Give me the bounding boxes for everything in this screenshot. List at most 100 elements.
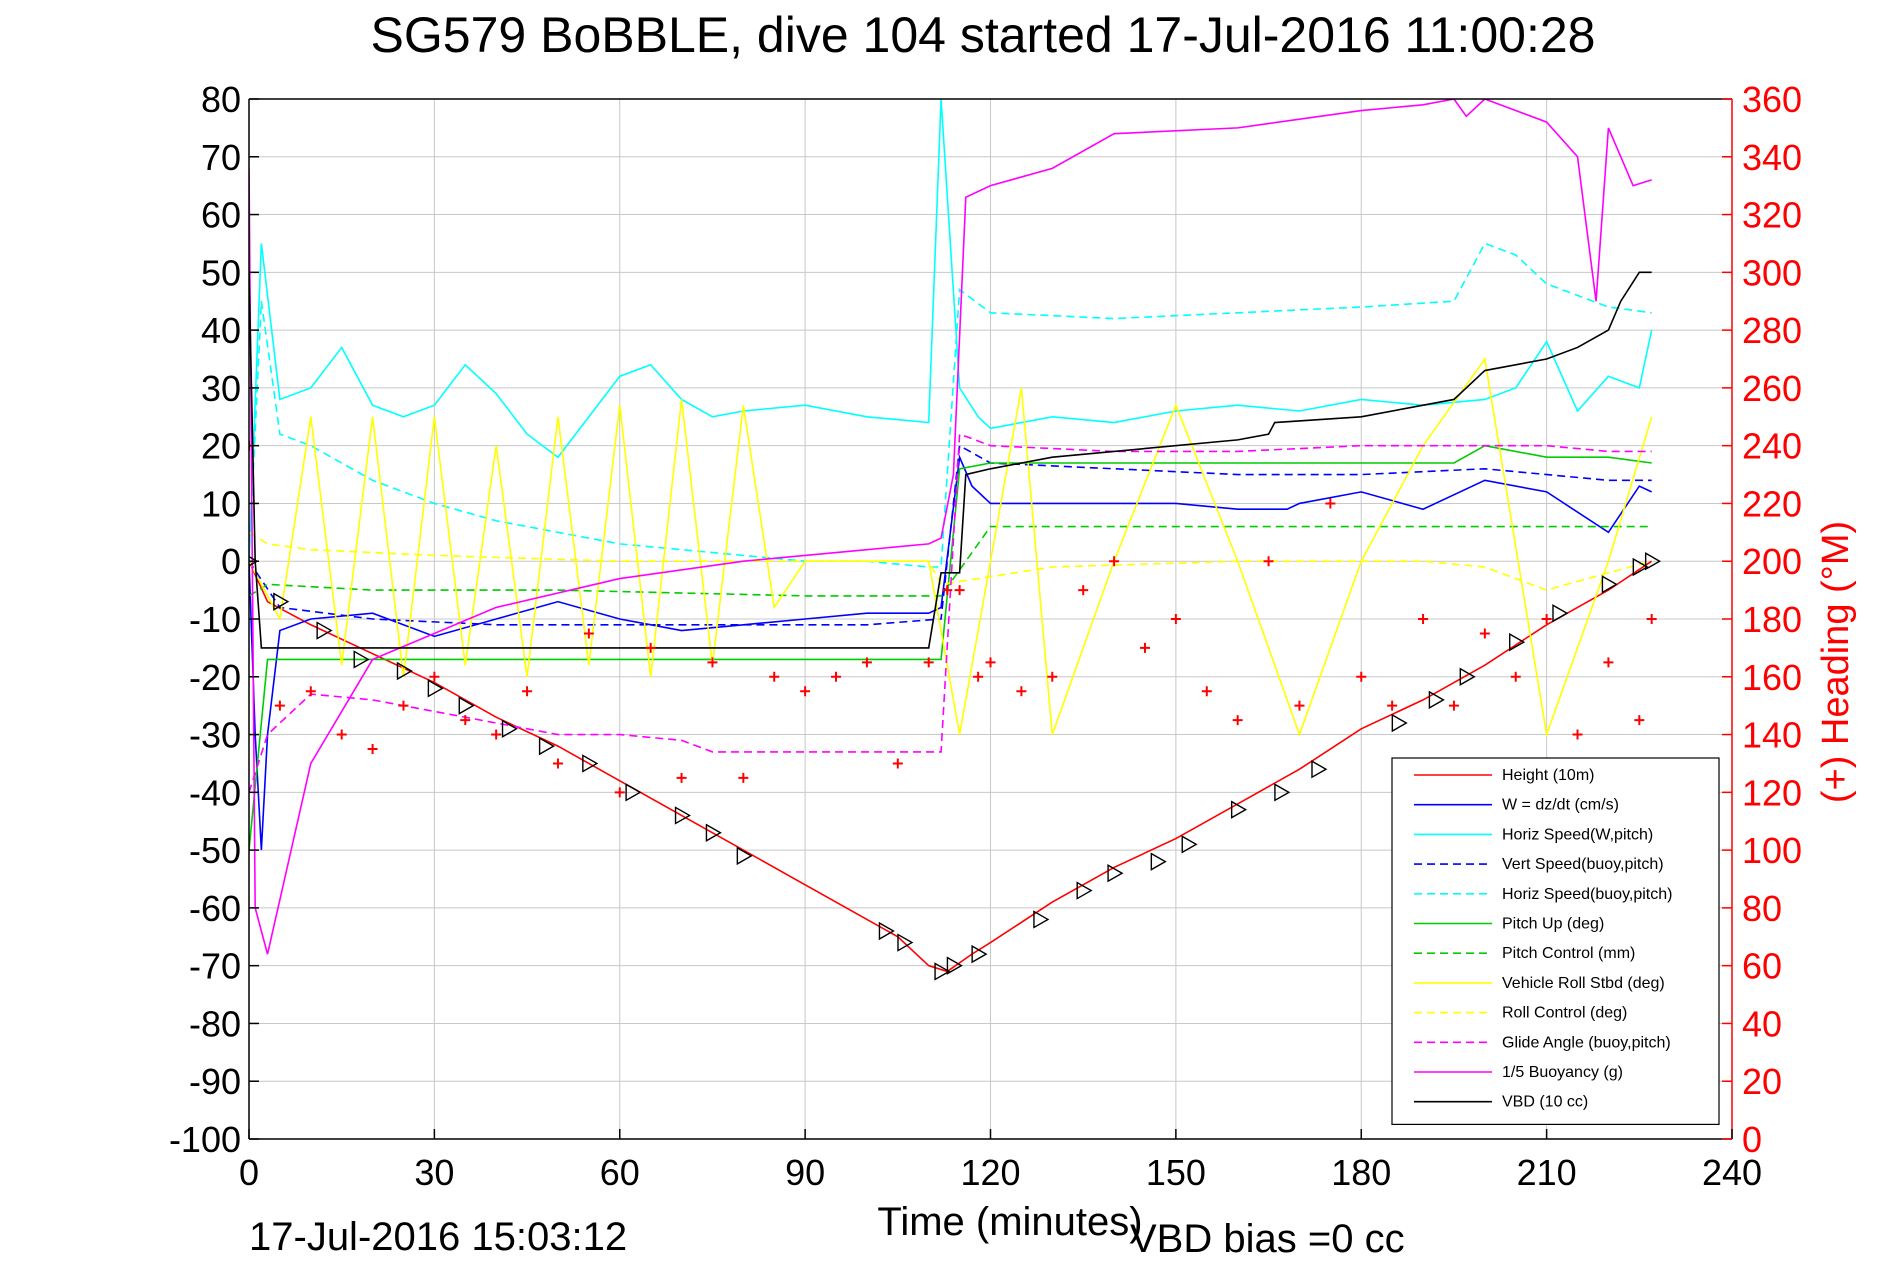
y-tick-label: 20 (201, 426, 241, 467)
y-tick-label: -90 (189, 1061, 241, 1102)
chart-title: SG579 BoBBLE, dive 104 started 17-Jul-20… (371, 7, 1596, 63)
right-y-tick-label: 240 (1742, 426, 1802, 467)
legend-entry-label: Height (10m) (1502, 767, 1594, 784)
height-marker (934, 962, 951, 981)
heading-marker (1201, 686, 1212, 697)
x-tick-label: 150 (1146, 1152, 1206, 1193)
heading-marker (336, 729, 347, 740)
heading-marker (1510, 671, 1521, 682)
heading-marker (1170, 614, 1181, 624)
heading-marker (769, 671, 780, 682)
right-y-tick-label: 320 (1742, 195, 1802, 236)
height-marker (1632, 557, 1649, 577)
right-y-tick-label: 180 (1742, 599, 1802, 640)
y-tick-label: -80 (189, 1003, 241, 1044)
right-y-tick-label: 260 (1742, 368, 1802, 409)
height-marker (674, 806, 691, 825)
right-y-tick-label: 80 (1742, 888, 1782, 929)
legend-entry-label: Glide Angle (buoy,pitch) (1502, 1034, 1671, 1051)
footer-timestamp: 17-Jul-2016 15:03:12 (249, 1215, 627, 1259)
legend-entry-label: 1/5 Buoyancy (g) (1502, 1064, 1623, 1081)
x-tick-label: 30 (414, 1152, 454, 1193)
right-y-tick-label: 20 (1742, 1061, 1782, 1102)
series-line (249, 271, 1652, 649)
height-marker (625, 783, 642, 802)
legend: Height (10m) W = dz/dt (cm/s) Horiz Speed(… (1391, 757, 1720, 1125)
heading-marker (1387, 700, 1398, 711)
height-marker (1391, 713, 1408, 733)
heading-marker (954, 585, 965, 596)
y-tick-label: -20 (189, 657, 241, 698)
heading-marker (1109, 556, 1120, 567)
y-tick-label: 0 (221, 541, 241, 582)
height-marker (396, 661, 413, 681)
y-tick-label: -40 (189, 772, 241, 813)
right-y-tick-label: 340 (1742, 137, 1802, 178)
heading-marker (460, 715, 471, 726)
y-tick-label: 80 (201, 79, 241, 120)
y-tick-label: 10 (201, 483, 241, 524)
heading-marker (1016, 686, 1027, 697)
legend-entry-label: W = dz/dt (cm/s) (1502, 797, 1619, 814)
heading-marker (1646, 614, 1657, 624)
heading-marker (398, 700, 409, 711)
height-marker (1428, 690, 1445, 710)
height-marker (1230, 800, 1248, 819)
y-tick-label: 60 (201, 195, 241, 236)
series-line (249, 444, 1652, 626)
height-marker (582, 754, 599, 773)
legend-entry-label: Horiz Speed(W,pitch) (1502, 826, 1653, 843)
heading-marker (923, 657, 934, 668)
height-marker (878, 921, 895, 941)
heading-marker (1603, 657, 1614, 668)
series-line (249, 356, 1653, 738)
x-tick-label: 180 (1331, 1152, 1391, 1193)
series-line (249, 531, 1652, 591)
height-marker (427, 679, 444, 698)
heading-marker (1356, 671, 1367, 682)
heading-marker (831, 671, 842, 682)
height-marker (1509, 632, 1526, 652)
right-y-tick-label: 220 (1742, 483, 1802, 524)
x-tick-label: 60 (600, 1152, 640, 1193)
height-marker (971, 944, 988, 964)
legend-entry-label: Roll Control (deg) (1502, 1005, 1627, 1022)
y-tick-label: -30 (189, 715, 241, 756)
height-marker (1311, 760, 1328, 779)
right-y-tick-label: 120 (1742, 772, 1802, 813)
heading-marker (552, 758, 563, 769)
heading-marker (583, 628, 594, 639)
height-marker (316, 621, 333, 640)
right-y-tick-label: 60 (1742, 946, 1782, 987)
right-y-tick-label: 140 (1742, 715, 1802, 756)
y-tick-label: -50 (189, 830, 241, 871)
right-y-tick-label: 100 (1742, 830, 1802, 871)
y-tick-label: -10 (189, 599, 241, 640)
heading-marker (614, 787, 625, 798)
heading-marker (522, 686, 533, 697)
heading-marker (1139, 642, 1150, 653)
series-line (249, 242, 1652, 568)
x-tick-label: 90 (785, 1152, 825, 1193)
vbd-bias-label: VBD bias =0 cc (1130, 1217, 1405, 1261)
right-y-tick-label: 280 (1742, 310, 1802, 351)
height-marker (353, 650, 370, 669)
y-tick-label: -70 (189, 946, 241, 987)
heading-marker (429, 671, 440, 682)
right-y-tick-label: 200 (1742, 541, 1802, 582)
legend-entry-label: Pitch Up (deg) (1502, 916, 1604, 933)
y-tick-label: -60 (189, 888, 241, 929)
heading-marker (367, 744, 378, 754)
height-marker (1459, 667, 1476, 686)
right-axis-label: (+) Heading (°M) (1815, 521, 1857, 803)
legend-entry-label: VBD (10 cc) (1502, 1094, 1588, 1111)
series-line (249, 432, 1652, 793)
height-marker (1552, 604, 1569, 623)
height-marker (736, 846, 753, 866)
y-tick-label: -100 (169, 1119, 241, 1160)
right-y-tick-label: 160 (1742, 657, 1802, 698)
heading-marker (892, 758, 903, 769)
height-marker (1274, 783, 1291, 802)
series-line (249, 99, 1652, 955)
height-marker (1181, 835, 1198, 854)
